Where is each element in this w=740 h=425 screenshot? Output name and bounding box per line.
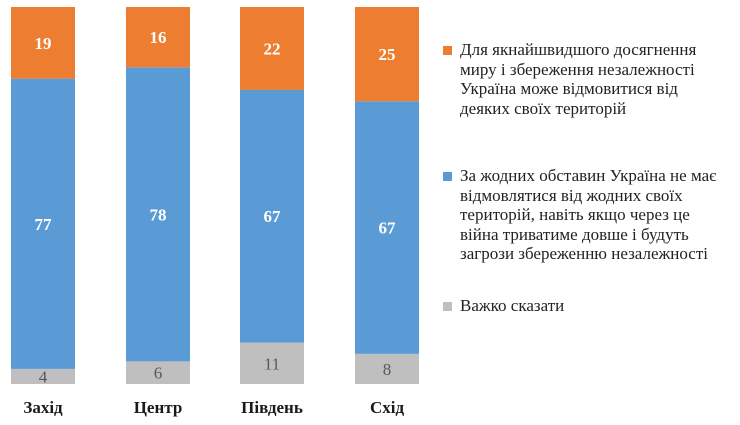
legend-label: Важко сказати: [460, 296, 565, 315]
legend-swatch: [443, 46, 452, 55]
data-label-unsure-3: 11: [264, 354, 280, 373]
x-tick-label-2: Центр: [134, 398, 183, 417]
bar-segment-never-1: [11, 78, 75, 369]
x-tick-label-3: Південь: [241, 398, 303, 417]
data-label-never-3: 67: [264, 207, 282, 226]
bar-segment-unsure-3: [240, 342, 304, 384]
data-label-unsure-4: 8: [383, 360, 392, 379]
bar-segment-never-3: [240, 89, 304, 343]
bar-segment-unsure-2: [126, 361, 190, 384]
x-tick-label-1: Захід: [23, 398, 63, 417]
data-label-never-4: 67: [379, 219, 397, 238]
bar-segment-unsure-4: [355, 353, 419, 384]
legend-swatch: [443, 172, 452, 181]
legend-item-cede: Для якнайшвидшого досягнення миру і збере…: [443, 40, 728, 118]
data-label-cede-4: 25: [379, 45, 396, 64]
bars-layer: 4 77 19 6 78 16 11 67 22 8 67 25: [11, 7, 419, 386]
data-label-cede-1: 19: [35, 34, 52, 53]
bar-segment-never-2: [126, 67, 190, 362]
legend-label: За жодних обставин Україна не має відмовл…: [460, 166, 717, 263]
legend-swatch: [443, 302, 452, 311]
legend-label: Для якнайшвидшого досягнення миру і збере…: [460, 40, 697, 118]
x-tick-label-4: Схід: [370, 398, 405, 417]
bar-segment-cede-3: [240, 7, 304, 90]
legend-item-never: За жодних обставин Україна не має відмовл…: [443, 166, 728, 264]
bar-segment-unsure-1: [11, 368, 75, 384]
legend-item-unsure: Важко сказати: [443, 296, 728, 316]
bar-segment-never-4: [355, 101, 419, 354]
bar-segment-cede-1: [11, 7, 75, 79]
data-label-unsure-2: 6: [154, 364, 163, 383]
data-label-cede-2: 16: [150, 28, 167, 47]
data-label-unsure-1: 4: [39, 367, 48, 386]
data-label-never-2: 78: [150, 205, 167, 224]
data-label-cede-3: 22: [264, 39, 281, 58]
bar-segment-cede-4: [355, 7, 419, 102]
x-axis-labels: Захід Центр Південь Схід: [23, 398, 404, 417]
bar-segment-cede-2: [126, 7, 190, 68]
data-label-never-1: 77: [35, 215, 53, 234]
